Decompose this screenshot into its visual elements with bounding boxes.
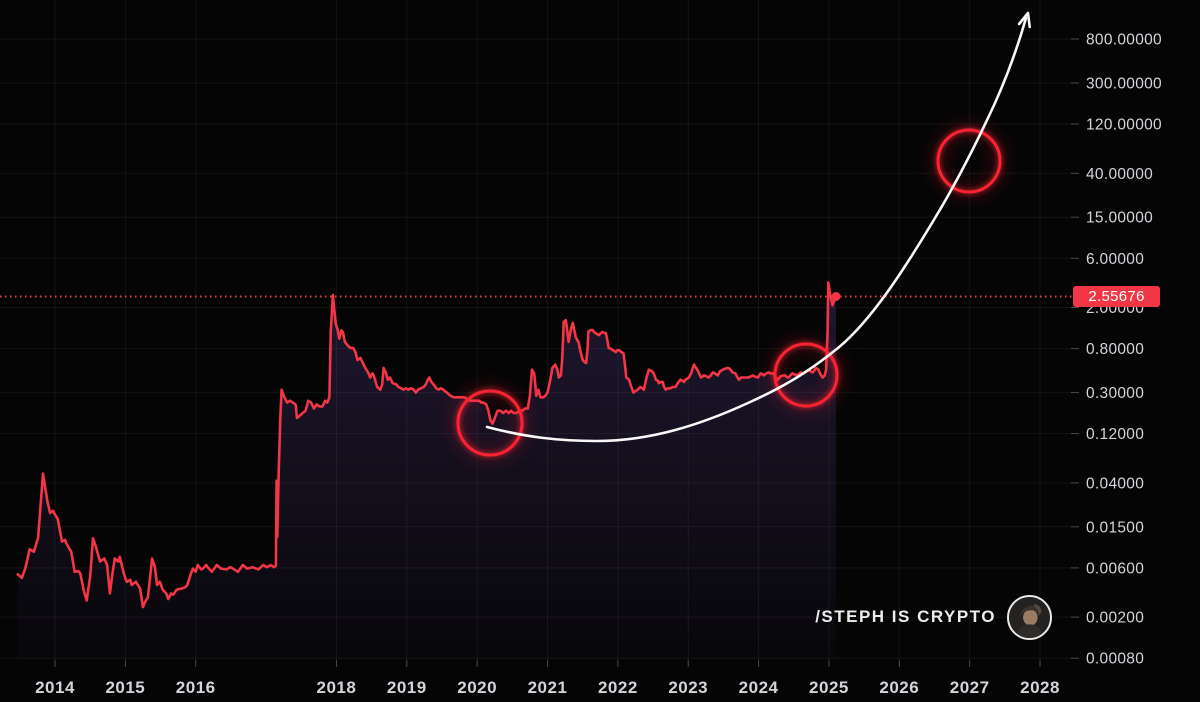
y-axis-tick-label: 15.00000 [1086,210,1153,227]
x-axis-tick-label: 2014 [35,678,75,697]
y-axis-tick-label: 0.04000 [1086,475,1144,492]
highlight-circle-3 [936,128,1002,194]
x-axis-tick-label: 2021 [528,678,568,697]
watermark: /STEPH IS CRYPTO [815,594,1052,640]
arrow-head-icon [1017,11,1031,29]
y-axis-panel[interactable]: 800.00000 300.00000 120.00000 40.00000 15.00… [1071,32,1162,668]
y-axis-tick-label: 800.00000 [1086,32,1162,49]
x-axis-tick-label: 2019 [387,678,427,697]
current-price-label: 2.55676 [1073,286,1160,308]
avatar [1007,594,1052,640]
avatar-photo-icon [1009,596,1050,638]
x-axis-tick-label: 2025 [809,678,849,697]
price-area-fill [17,282,836,660]
watermark-handle: /STEPH IS CRYPTO [815,607,996,626]
x-axis-tick-label: 2023 [668,678,708,697]
x-axis-tick-label: 2022 [598,678,638,697]
y-axis-tick-label: 0.01500 [1086,519,1144,536]
y-axis-tick-label: 40.00000 [1086,166,1153,183]
x-axis-tick-label: 2024 [739,678,779,697]
last-price-dot [831,292,841,301]
y-axis-tick-label: 0.80000 [1086,341,1144,358]
annotation-layer [456,11,1031,457]
x-axis-tick-label: 2027 [950,678,990,697]
x-axis-tick-label: 2028 [1020,678,1060,697]
y-axis-tick-label: 0.00080 [1086,651,1144,668]
y-axis-tick-label: 0.00200 [1086,610,1144,627]
price-series-layer [0,281,1072,660]
x-axis-tick-label: 2018 [317,678,357,697]
highlight-circle-2 [773,342,839,408]
x-axis-tick-label: 2026 [879,678,919,697]
y-axis-tick-label: 0.00600 [1086,560,1144,577]
current-price-value: 2.55676 [1088,288,1145,306]
x-axis-tick-label: 2020 [457,678,497,697]
y-axis-tick-label: 0.30000 [1086,385,1144,402]
x-axis-tick-label: 2016 [176,678,216,697]
y-axis-tick-label: 6.00000 [1086,251,1144,268]
x-axis-tick-label: 2015 [105,678,145,697]
highlight-circle-1 [456,389,524,457]
x-axis-panel[interactable]: 2014 2015 2016 2018 2019 2020 2021 2022 2023 2024… [35,660,1060,697]
price-line [16,281,838,609]
projection-curve [485,16,1028,443]
y-axis-tick-label: 0.12000 [1086,426,1144,443]
y-axis-tick-label: 120.00000 [1086,117,1162,134]
y-axis-tick-label: 300.00000 [1086,76,1162,93]
